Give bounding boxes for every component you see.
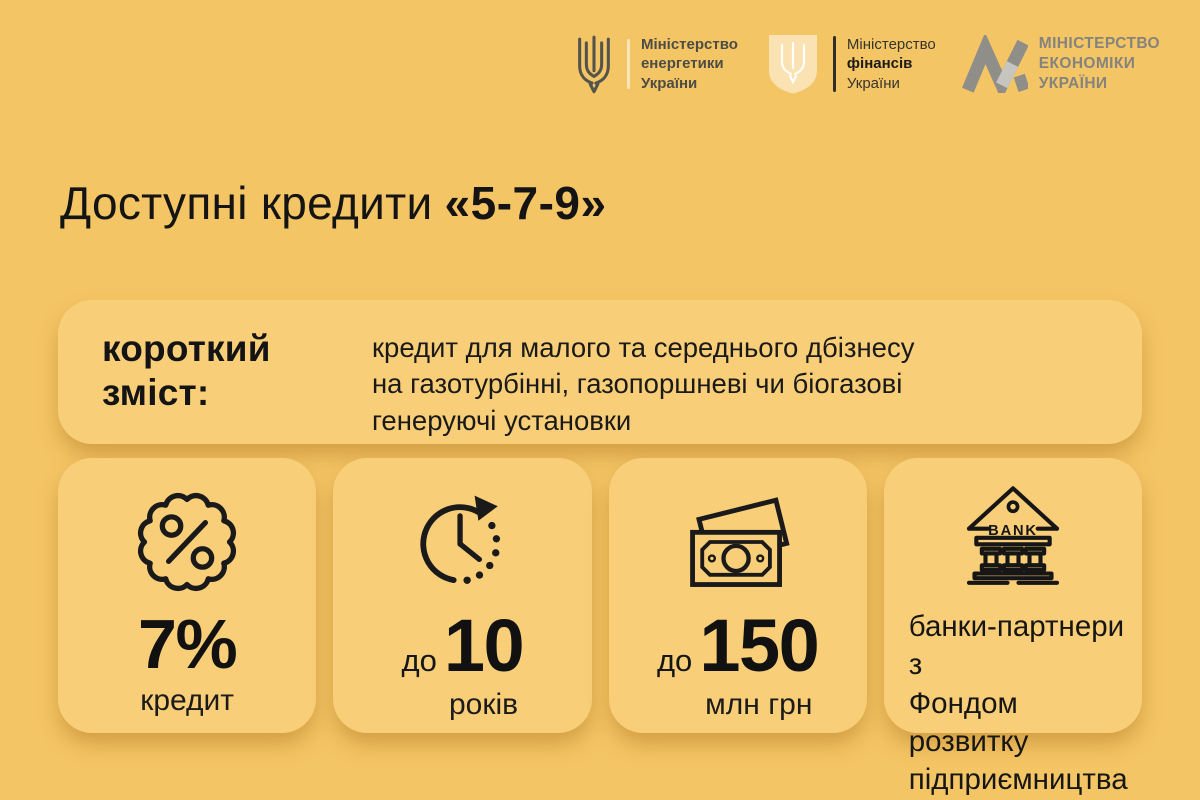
- bank-icon: BANK: [958, 480, 1068, 592]
- stat-caption: кредит: [140, 684, 235, 718]
- card-partner-banks: BANK банки-партнери з Фондом розвитку пі…: [883, 458, 1142, 796]
- bank-sign-label: BANK: [988, 523, 1038, 539]
- stat-value-row: 7% кредит: [138, 605, 238, 718]
- stat-cards-row: 7% кредит: [58, 458, 1142, 796]
- stat-caption: років: [448, 688, 519, 722]
- logo-finance-label: Міністерство фінансів України: [846, 36, 936, 92]
- logo-ministry-finance: Міністерство фінансів України: [764, 32, 936, 96]
- banknotes-icon: [680, 480, 796, 604]
- stat-prefix: до: [656, 643, 693, 678]
- stat-value: 10: [443, 604, 525, 687]
- logo-ministry-economy: МІНІСТЕРСТВО ЕКОНОМІКИ УКРАЇНИ: [961, 34, 1160, 93]
- stat-value-row: до 150 млн грн: [656, 604, 820, 722]
- m-checkmark-icon: [961, 34, 1028, 93]
- percent-badge-icon: [129, 480, 245, 604]
- summary-label: короткий зміст:: [102, 328, 271, 413]
- logo-divider: [832, 36, 836, 92]
- logo-economy-label: МІНІСТЕРСТВО ЕКОНОМІКИ УКРАЇНИ: [1038, 35, 1160, 92]
- clock-icon: [404, 480, 520, 604]
- stat-value-row: до 10 років: [401, 604, 525, 722]
- partner-banks-text: банки-партнери з Фондом розвитку підприє…: [908, 610, 1128, 797]
- logo-energy-label: Міністерство енергетики України: [640, 36, 738, 92]
- shield-trident-icon: [764, 32, 822, 96]
- stat-caption: млн грн: [705, 688, 813, 722]
- stat-value: 7%: [138, 605, 238, 683]
- card-loan-term: до 10 років: [333, 458, 592, 733]
- stat-value: 150: [699, 604, 819, 687]
- ministry-logos: Міністерство енергетики України Міністер…: [572, 32, 1160, 96]
- logo-divider: [626, 39, 630, 89]
- page-title: Доступні кредити «5-7-9»: [60, 177, 607, 229]
- summary-card: короткий зміст: кредит для малого та сер…: [58, 300, 1142, 444]
- card-interest-rate: 7% кредит: [58, 458, 317, 733]
- summary-description: кредит для малого та середнього дбізнесу…: [372, 332, 915, 436]
- stat-prefix: до: [401, 643, 437, 678]
- trident-icon: [572, 34, 616, 94]
- logo-ministry-energy: Міністерство енергетики України: [572, 34, 738, 94]
- card-loan-amount: до 150 млн грн: [608, 458, 867, 733]
